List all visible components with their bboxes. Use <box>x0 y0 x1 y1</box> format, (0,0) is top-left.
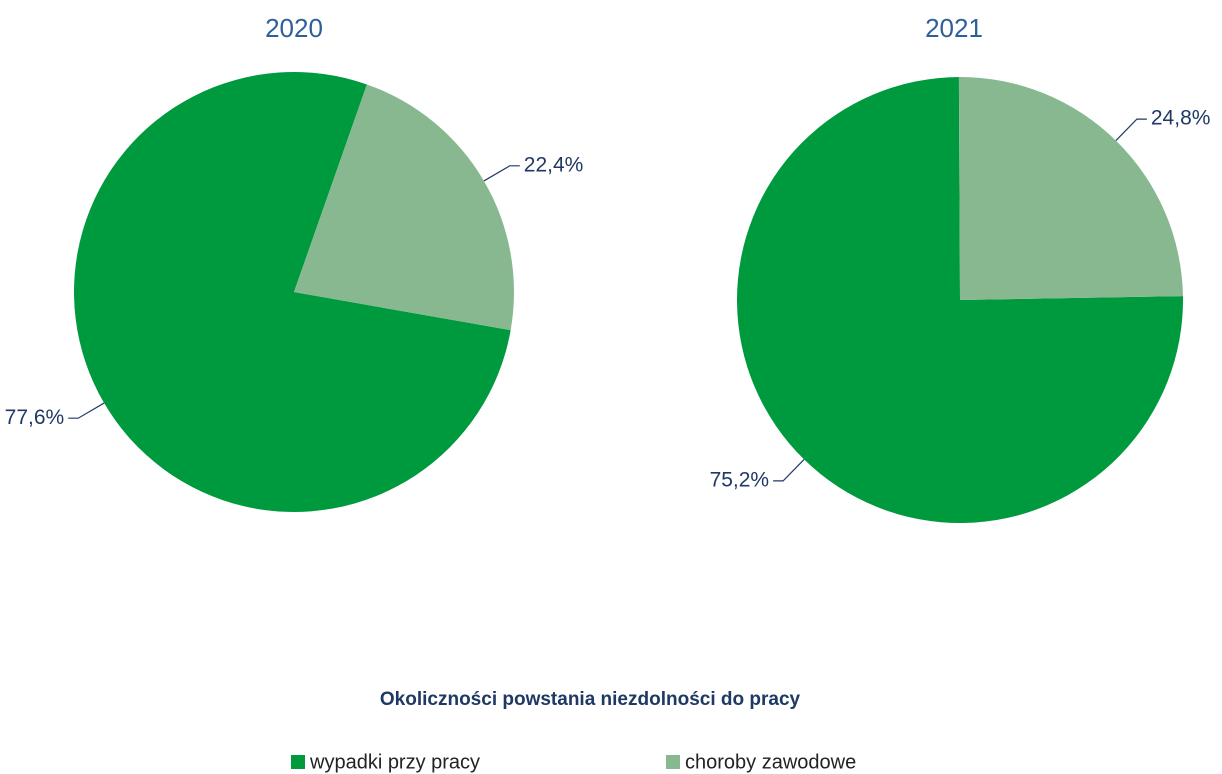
leader-line <box>1115 118 1147 141</box>
data-label: 75,2% <box>710 468 770 491</box>
legend-label: wypadki przy pracy <box>309 751 480 773</box>
legend-title: Okoliczności powstania niezdolności do p… <box>380 689 801 710</box>
pie-slice <box>958 77 1183 301</box>
legend-swatch <box>291 755 305 769</box>
data-label: 24,8% <box>1151 107 1211 130</box>
pie-slice <box>737 77 1183 523</box>
pie-slice <box>73 71 511 513</box>
chart-title: 2021 <box>925 13 983 43</box>
chart-title: 2020 <box>265 13 323 43</box>
leader-line <box>773 459 805 482</box>
leader-line <box>68 402 105 419</box>
legend-swatch <box>666 755 680 769</box>
leader-line <box>483 165 520 182</box>
legend-label: choroby zawodowe <box>685 751 856 773</box>
data-label: 77,6% <box>5 406 65 429</box>
pie-slice <box>294 84 514 331</box>
data-label: 22,4% <box>524 153 584 176</box>
